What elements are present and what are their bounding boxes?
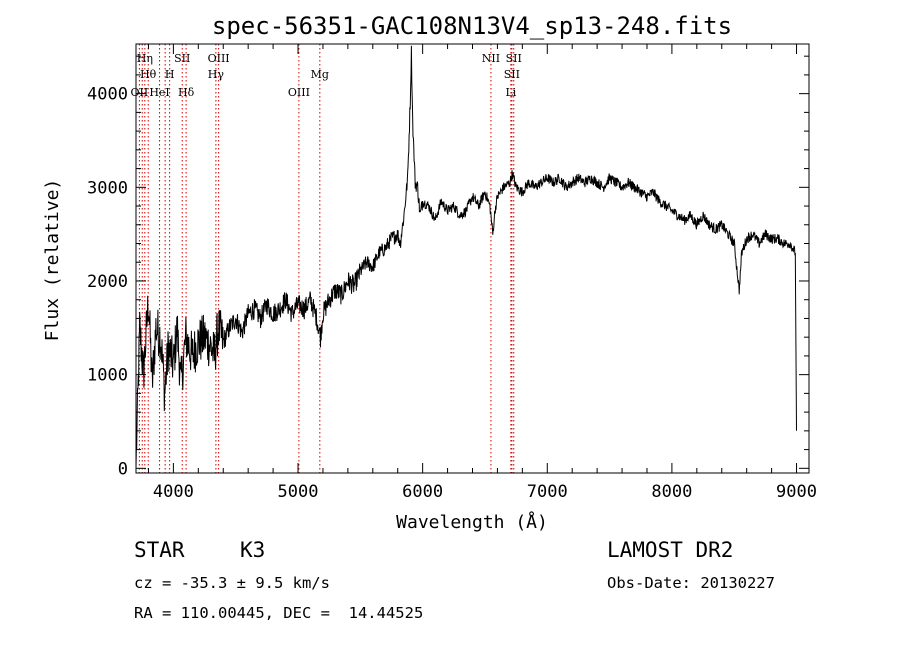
y-tick-label: 1000 [87,366,128,386]
line-marker-label: SII [174,52,190,65]
y-axis-label: Flux (relative) [42,179,63,342]
line-marker-label: Hθ [140,68,157,81]
x-tick-label: 4000 [153,482,194,502]
x-tick-label: 5000 [278,482,319,502]
line-marker-label: OII [131,86,149,99]
x-tick-label: 6000 [402,482,443,502]
y-axis: 0 1000 2000 3000 4000 [87,55,809,479]
spectrum-plot [135,45,797,469]
object-class: STAR [134,538,185,562]
y-tick-label: 4000 [87,85,128,105]
y-tick-label: 0 [118,459,128,479]
spectral-line-markers [138,44,515,473]
x-axis: 4000 5000 6000 7000 8000 9000 [147,44,817,502]
line-marker-label: Li [505,86,516,99]
line-marker-label: Hη [137,52,153,65]
chart-title: spec-56351-GAC108N13V4_sp13-248.fits [212,12,732,40]
object-subclass: K3 [240,538,266,562]
line-marker-label: OIII [208,52,230,65]
ra-dec-coordinates: RA = 110.00445, DEC = 14.44525 [134,604,424,622]
line-marker-label: HeI [149,86,169,99]
x-tick-label: 7000 [527,482,568,502]
line-marker-label: Hγ [208,68,225,81]
plot-frame [135,43,810,474]
observation-date: Obs-Date: 20130227 [607,574,775,592]
line-marker-label: OIII [288,86,310,99]
line-marker-label: Hδ [178,86,195,99]
x-tick-label: 9000 [776,482,817,502]
y-tick-label: 3000 [87,178,128,198]
line-marker-label: SII [506,52,522,65]
x-tick-label: 8000 [651,482,692,502]
y-tick-label: 2000 [87,272,128,292]
redshift-velocity: cz = -35.3 ± 9.5 km/s [134,574,330,592]
spectrum-line [135,45,797,469]
x-axis-label: Wavelength (Å) [396,511,548,533]
line-marker-label: NII [482,52,500,65]
survey-name: LAMOST DR2 [607,538,734,562]
line-marker-label: Mg [311,68,329,81]
line-marker-label: H [165,68,175,81]
line-marker-label: SII [504,68,520,81]
